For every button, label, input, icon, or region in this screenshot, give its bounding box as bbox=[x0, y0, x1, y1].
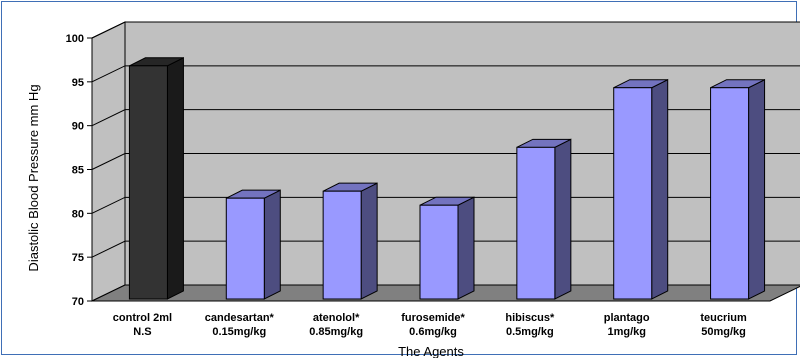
gridline bbox=[91, 196, 800, 214]
bar-front bbox=[322, 190, 362, 300]
bar bbox=[419, 196, 475, 300]
bar bbox=[613, 78, 669, 300]
bar bbox=[710, 78, 766, 300]
bar-side bbox=[263, 189, 281, 300]
bar-side bbox=[457, 196, 475, 300]
x-tick-label: control 2ml N.S bbox=[113, 312, 172, 338]
bar-front bbox=[128, 65, 168, 300]
bar-front bbox=[419, 204, 459, 300]
gridline bbox=[91, 240, 800, 258]
y-axis-title: Diastolic Blood Pressure mm Hg bbox=[26, 84, 41, 271]
bar-side bbox=[166, 56, 184, 300]
y-tick-label: 95 bbox=[72, 77, 84, 89]
y-tick-label: 75 bbox=[72, 252, 84, 264]
bars bbox=[128, 56, 766, 300]
x-tick-label: hibiscus* 0.5mg/kg bbox=[505, 312, 555, 338]
bar-side bbox=[360, 182, 378, 300]
y-tick-label: 100 bbox=[66, 33, 84, 45]
gridline bbox=[91, 109, 800, 127]
gridline bbox=[91, 153, 800, 170]
gridlines bbox=[91, 21, 800, 258]
y-tick-label: 90 bbox=[72, 121, 84, 133]
y-axis-ticks: 70 75 80 85 90 95 100 bbox=[66, 33, 93, 308]
gridline bbox=[91, 65, 800, 83]
y-tick-label: 80 bbox=[72, 208, 84, 220]
bar-side bbox=[651, 78, 669, 300]
bar-side bbox=[554, 138, 572, 300]
x-tick-label: candesartan* 0.15mg/kg bbox=[205, 312, 275, 338]
x-tick-label: plantago 1mg/kg bbox=[604, 312, 650, 338]
y-tick-label: 70 bbox=[72, 296, 84, 308]
x-axis-title: The Agents bbox=[398, 344, 464, 358]
bar-front bbox=[613, 87, 653, 300]
x-tick-label: atenolol* 0.85mg/kg bbox=[309, 312, 363, 338]
bar-front bbox=[516, 146, 556, 300]
x-tick-label: teucrium 50mg/kg bbox=[700, 312, 747, 338]
bar-front bbox=[710, 87, 750, 300]
x-tick-label: furosemide* 0.6mg/kg bbox=[401, 312, 465, 338]
gridline bbox=[91, 21, 800, 39]
bar bbox=[322, 182, 378, 300]
bar bbox=[516, 138, 572, 300]
bar bbox=[225, 189, 281, 300]
bar-side bbox=[748, 78, 766, 300]
y-tick-label: 85 bbox=[72, 165, 84, 177]
bar-front bbox=[225, 197, 265, 300]
x-axis-labels: control 2ml N.S candesartan* 0.15mg/kg ateno… bbox=[113, 312, 747, 338]
bar bbox=[128, 56, 184, 300]
